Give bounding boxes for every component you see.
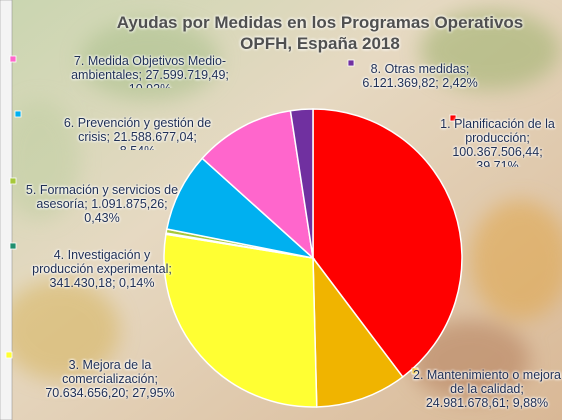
label-box: 8. Otras medidas; 6.121.369,82; 2,42% <box>362 62 478 90</box>
background-photo <box>0 10 562 400</box>
data-label: 2. Mantenimiento o mejora de la calidad;… <box>413 368 561 410</box>
pie-slice <box>201 109 315 260</box>
legend-swatch <box>9 177 17 185</box>
label-box: 3. Mejora de la comercialización; 70.634… <box>45 358 175 400</box>
pie-slice <box>163 233 318 408</box>
label-box: 6. Prevención y gestión de crisis; 21.58… <box>63 116 212 150</box>
data-label: 1. Planificación de la producción; 100.3… <box>440 117 555 167</box>
label-box: 1. Planificación de la producción; 100.3… <box>440 117 555 167</box>
legend-swatch <box>9 242 17 250</box>
title-box: Ayudas por Medidas en los Programas Oper… <box>116 13 524 53</box>
legend-swatch <box>14 110 22 118</box>
data-label: 4. Investigación y producción experiment… <box>32 248 172 290</box>
table-edge <box>0 0 13 420</box>
data-label: 6. Prevención y gestión de crisis; 21.58… <box>63 116 212 150</box>
legend-swatch <box>449 114 457 122</box>
legend-swatch <box>411 367 419 375</box>
pie-slice <box>312 255 404 408</box>
legend-swatch <box>9 55 17 63</box>
label-box: 4. Investigación y producción experiment… <box>32 248 172 290</box>
label-box: 5. Formación y servicios de asesoría; 1.… <box>25 183 179 225</box>
data-label: 7. Medida Objetivos Medio-ambientales; 2… <box>71 54 229 88</box>
chart-title: Ayudas por Medidas en los Programas Oper… <box>116 13 524 53</box>
data-label: 3. Mejora de la comercialización; 70.634… <box>45 358 175 400</box>
pie-slice <box>289 108 314 259</box>
legend-swatch <box>5 351 13 359</box>
legend-swatch <box>347 59 355 67</box>
label-box: 7. Medida Objetivos Medio-ambientales; 2… <box>71 54 229 88</box>
data-label: 5. Formación y servicios de asesoría; 1.… <box>25 183 179 225</box>
label-box: 2. Mantenimiento o mejora de la calidad;… <box>413 368 561 410</box>
pie-slice <box>312 108 463 379</box>
data-label: 8. Otras medidas; 6.121.369,82; 2,42% <box>362 62 478 90</box>
